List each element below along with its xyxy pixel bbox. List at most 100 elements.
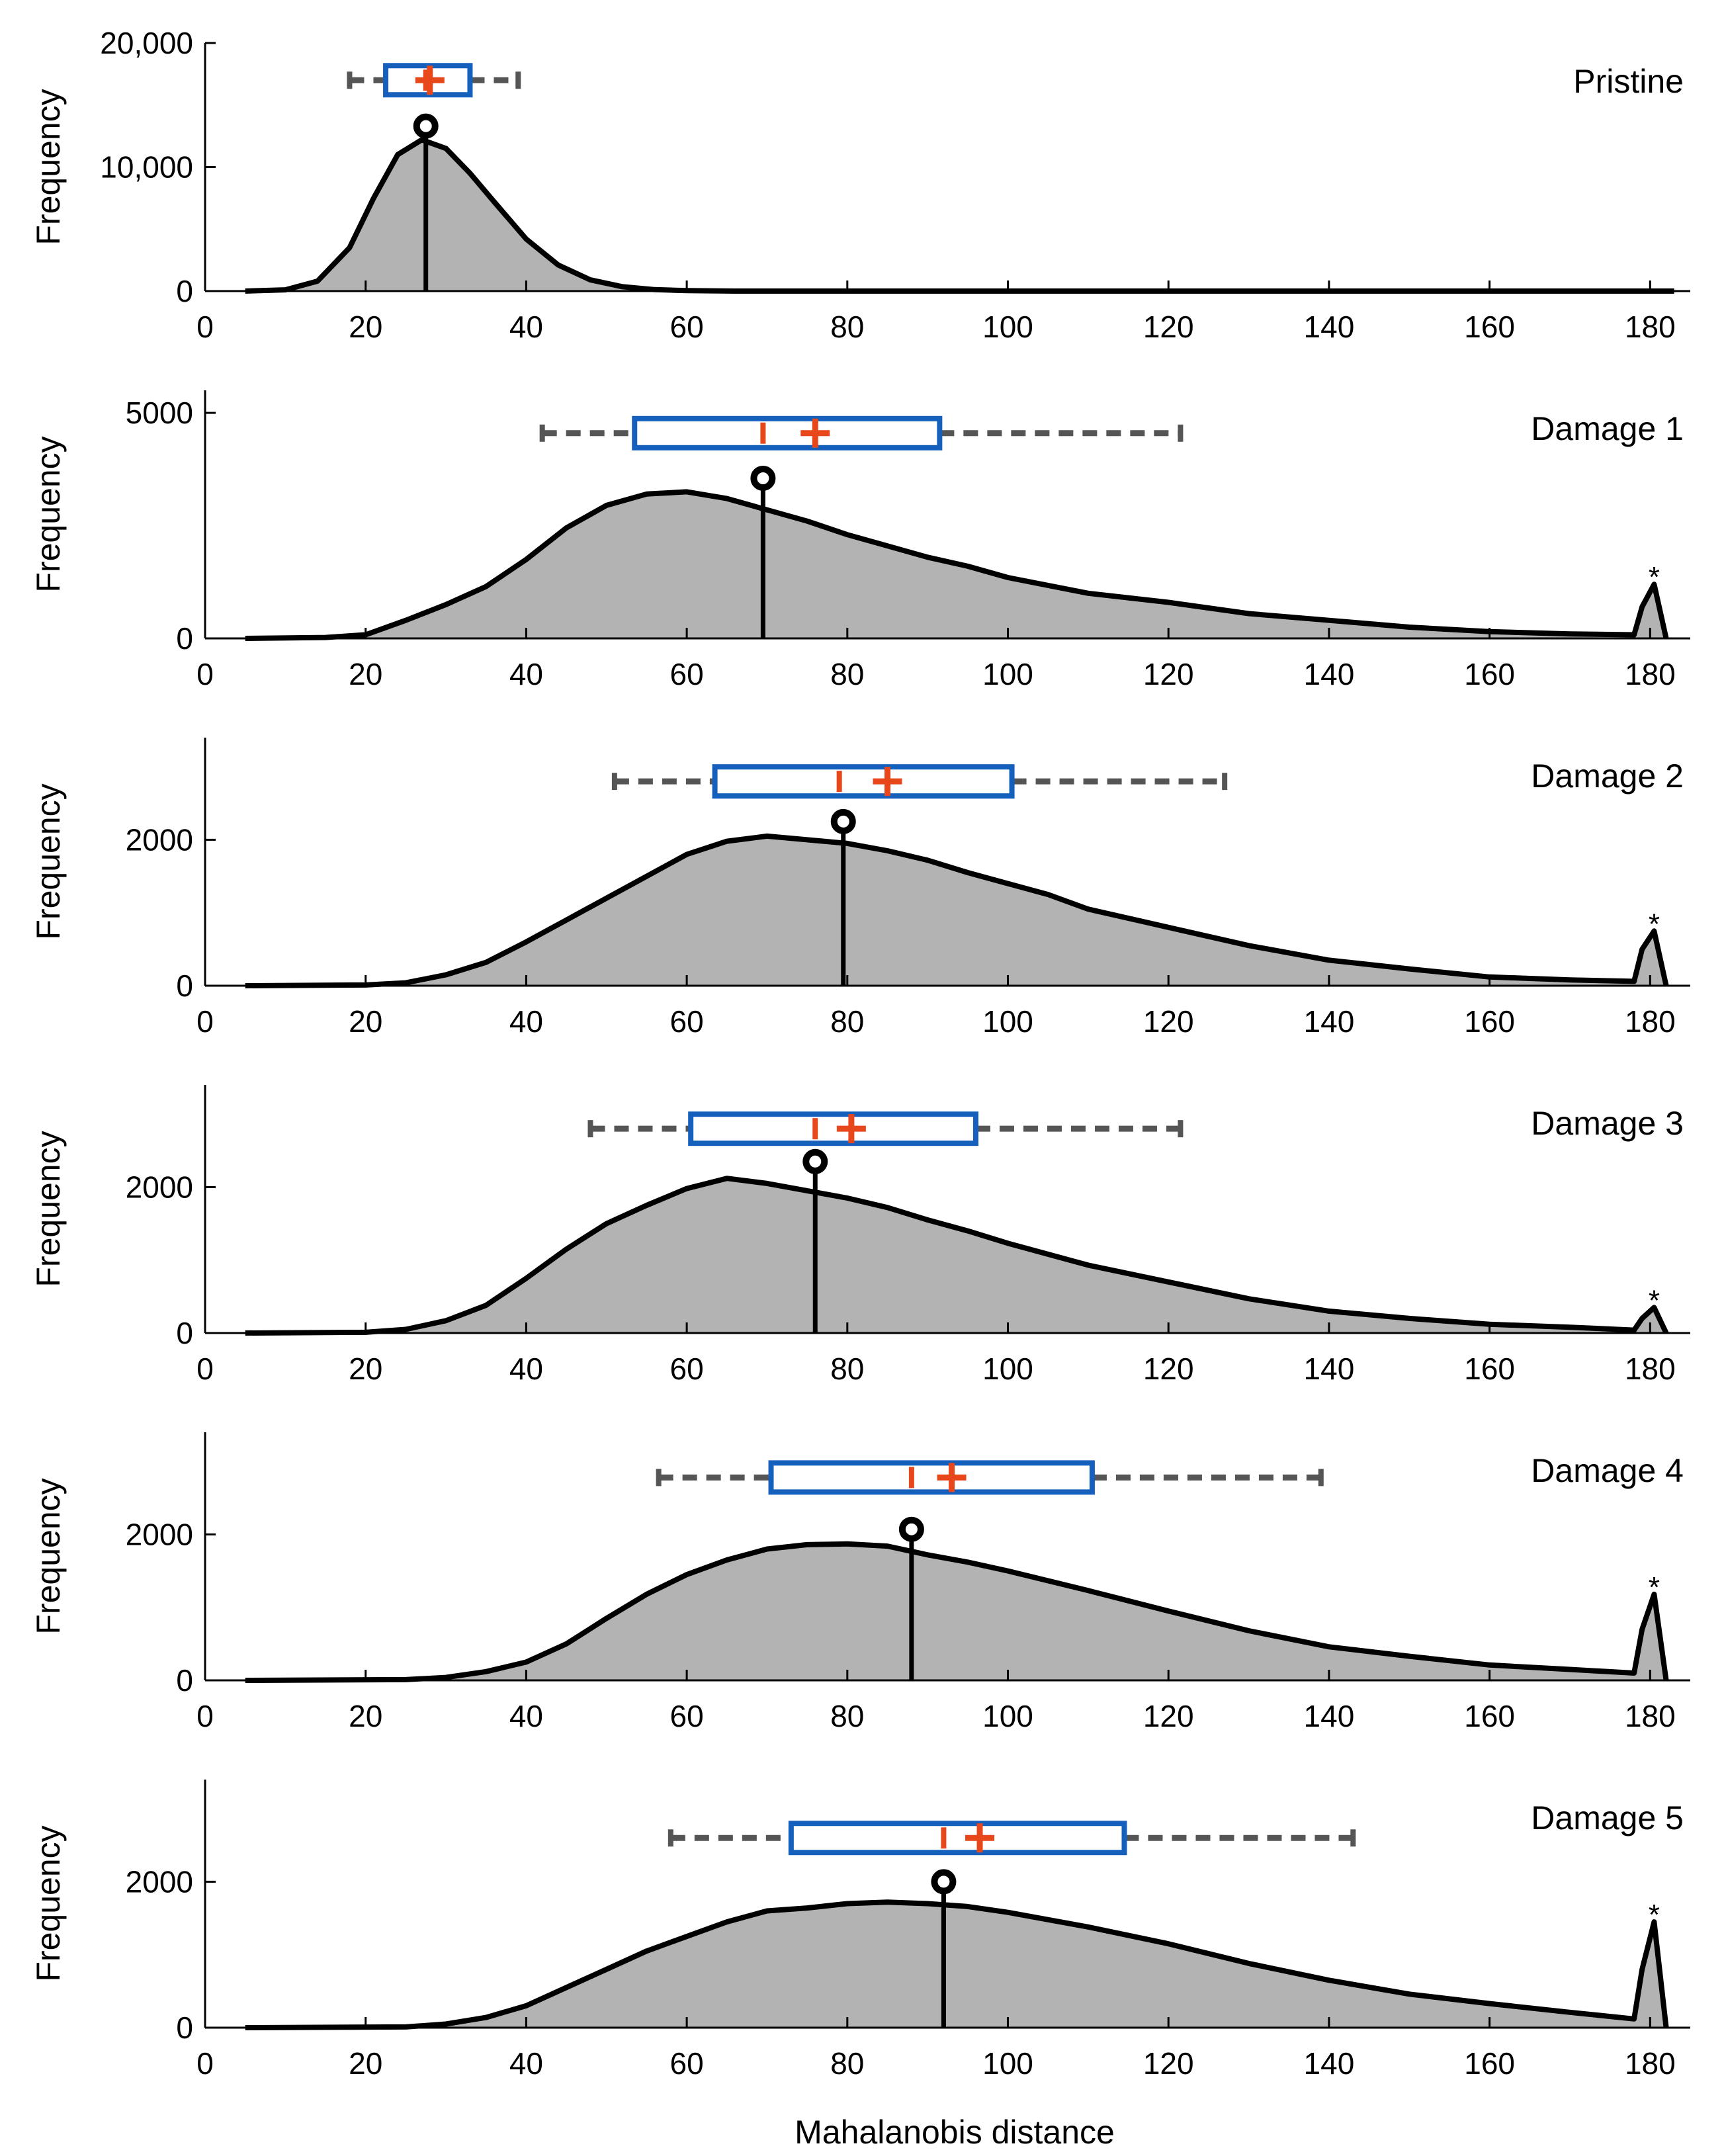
panel-3: 0 20 40 60 80 100 120 140 160 180 0 2000 Frequency Da… xyxy=(30,738,1690,1039)
x-tick-label: 180 xyxy=(1625,657,1676,691)
outlier-asterisk: * xyxy=(1649,1284,1660,1316)
distribution-area xyxy=(245,1902,1666,2028)
panel-2: 0 20 40 60 80 100 120 140 160 180 0 5000 Frequency Da… xyxy=(30,390,1690,691)
outlier-asterisk: * xyxy=(1649,908,1660,940)
x-tick-label: 180 xyxy=(1625,1004,1676,1039)
mode-marker xyxy=(931,1869,957,1895)
x-tick-label: 0 xyxy=(196,1352,214,1386)
x-tick-label: 140 xyxy=(1304,1352,1355,1386)
x-tick-label: 160 xyxy=(1464,2046,1515,2081)
x-tick-label: 100 xyxy=(982,2046,1033,2081)
panel-title: Damage 3 xyxy=(1531,1105,1684,1142)
box-iqr xyxy=(788,1821,1127,1856)
distribution-curve xyxy=(245,1541,1669,1683)
y-axis-label: Frequency xyxy=(30,89,67,245)
x-tick-label: 40 xyxy=(509,1699,543,1733)
outlier-asterisk: * xyxy=(1649,1571,1660,1604)
box-iqr xyxy=(688,1111,978,1146)
x-tick-label: 160 xyxy=(1464,310,1515,344)
x-tick-label: 140 xyxy=(1304,1699,1355,1733)
x-tick-label: 80 xyxy=(830,1352,864,1386)
distribution-curve xyxy=(245,833,1669,988)
x-tick-label: 100 xyxy=(982,1352,1033,1386)
x-tick-label: 0 xyxy=(196,1004,214,1039)
y-tick-label: 0 xyxy=(176,1663,193,1698)
mode-marker xyxy=(830,808,856,834)
x-tick-label: 100 xyxy=(982,1699,1033,1733)
y-axis-label: Frequency xyxy=(30,1478,67,1634)
distribution-area xyxy=(245,140,1674,291)
y-tick-label: 10,000 xyxy=(100,150,193,185)
x-tick-label: 40 xyxy=(509,1004,543,1039)
x-axis-label: Mahalanobis distance xyxy=(795,2114,1115,2151)
x-tick-label: 120 xyxy=(1143,310,1194,344)
y-axis-label: Frequency xyxy=(30,1131,67,1287)
x-tick-label: 20 xyxy=(349,1699,382,1733)
x-tick-label: 100 xyxy=(982,310,1033,344)
x-tick-label: 60 xyxy=(670,1352,704,1386)
x-tick-label: 120 xyxy=(1143,657,1194,691)
y-tick-label: 0 xyxy=(176,621,193,656)
x-tick-label: 20 xyxy=(349,1352,382,1386)
x-tick-label: 0 xyxy=(196,2046,214,2081)
mode-marker xyxy=(413,113,439,139)
y-tick-label: 2000 xyxy=(126,1864,193,1899)
x-tick-label: 60 xyxy=(670,1699,704,1733)
y-tick-label: 5000 xyxy=(126,396,193,430)
panel-title: Damage 2 xyxy=(1531,757,1684,795)
x-tick-label: 0 xyxy=(196,310,214,344)
x-tick-label: 160 xyxy=(1464,1004,1515,1039)
mode-marker xyxy=(802,1148,828,1174)
y-tick-label: 20,000 xyxy=(100,26,193,60)
y-tick-label: 0 xyxy=(176,1316,193,1350)
distribution-curve xyxy=(245,1176,1669,1336)
y-tick-label: 2000 xyxy=(126,1517,193,1551)
panel-1: 0 20 40 60 80 100 120 140 160 180 0 10,000 20,000 Fre… xyxy=(30,26,1690,344)
x-tick-label: 140 xyxy=(1304,310,1355,344)
panel-title: Pristine xyxy=(1573,63,1684,100)
x-tick-label: 80 xyxy=(830,1004,864,1039)
y-tick-label: 0 xyxy=(176,2010,193,2045)
x-tick-label: 140 xyxy=(1304,1004,1355,1039)
panel-6: 0 20 40 60 80 100 120 140 160 180 0 2000 Frequency Da… xyxy=(30,1780,1690,2081)
distribution-area xyxy=(245,1543,1666,1680)
x-tick-label: 20 xyxy=(349,657,382,691)
x-tick-label: 120 xyxy=(1143,1352,1194,1386)
x-tick-label: 120 xyxy=(1143,1699,1194,1733)
x-tick-label: 60 xyxy=(670,310,704,344)
distribution-curve xyxy=(245,489,1669,641)
x-tick-label: 20 xyxy=(349,1004,382,1039)
x-tick-label: 120 xyxy=(1143,2046,1194,2081)
y-tick-label: 2000 xyxy=(126,822,193,857)
x-tick-label: 80 xyxy=(830,2046,864,2081)
distribution-area xyxy=(245,836,1666,986)
x-tick-label: 40 xyxy=(509,2046,543,2081)
x-tick-label: 40 xyxy=(509,1352,543,1386)
y-axis-label: Frequency xyxy=(30,783,67,939)
x-tick-label: 160 xyxy=(1464,1352,1515,1386)
x-tick-label: 80 xyxy=(830,657,864,691)
y-axis-label: Frequency xyxy=(30,1825,67,1981)
y-axis-label: Frequency xyxy=(30,436,67,592)
outlier-asterisk: * xyxy=(1649,561,1660,593)
box-iqr xyxy=(768,1460,1095,1495)
x-tick-label: 100 xyxy=(982,657,1033,691)
panel-title: Damage 4 xyxy=(1531,1452,1684,1489)
x-tick-label: 100 xyxy=(982,1004,1033,1039)
panel-title: Damage 5 xyxy=(1531,1799,1684,1836)
distribution-curve xyxy=(245,1899,1669,2030)
x-tick-label: 180 xyxy=(1625,1352,1676,1386)
x-tick-label: 80 xyxy=(830,1699,864,1733)
box-iqr xyxy=(632,415,943,451)
x-tick-label: 20 xyxy=(349,2046,382,2081)
x-tick-label: 60 xyxy=(670,2046,704,2081)
x-tick-label: 140 xyxy=(1304,657,1355,691)
x-tick-label: 160 xyxy=(1464,657,1515,691)
distribution-area xyxy=(245,1178,1666,1333)
x-tick-label: 140 xyxy=(1304,2046,1355,2081)
x-tick-label: 0 xyxy=(196,1699,214,1733)
x-tick-label: 60 xyxy=(670,657,704,691)
x-tick-label: 120 xyxy=(1143,1004,1194,1039)
x-tick-label: 180 xyxy=(1625,2046,1676,2081)
